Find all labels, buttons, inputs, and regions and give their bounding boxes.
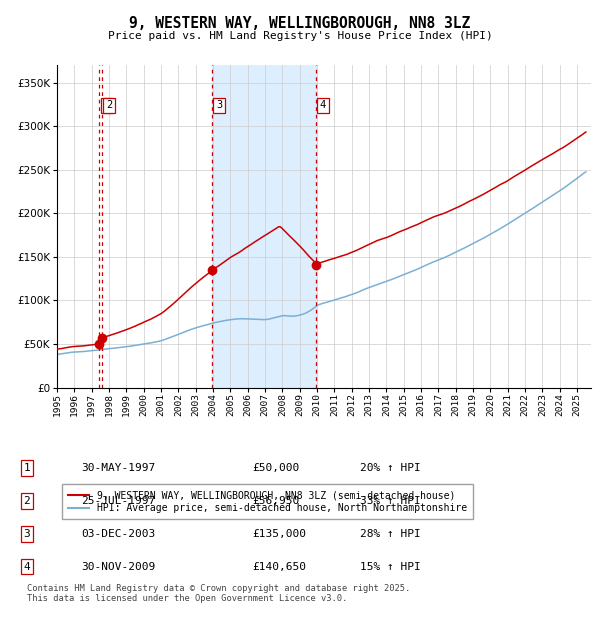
Text: Price paid vs. HM Land Registry's House Price Index (HPI): Price paid vs. HM Land Registry's House … — [107, 31, 493, 41]
Text: This data is licensed under the Open Government Licence v3.0.: This data is licensed under the Open Gov… — [27, 593, 347, 603]
Text: 2: 2 — [106, 100, 112, 110]
Text: 30-NOV-2009: 30-NOV-2009 — [81, 562, 155, 572]
Text: £135,000: £135,000 — [252, 529, 306, 539]
Text: 20% ↑ HPI: 20% ↑ HPI — [360, 463, 421, 473]
Text: 3: 3 — [23, 529, 31, 539]
Text: £140,650: £140,650 — [252, 562, 306, 572]
Text: 3: 3 — [216, 100, 222, 110]
Text: 33% ↑ HPI: 33% ↑ HPI — [360, 496, 421, 506]
Legend: 9, WESTERN WAY, WELLINGBOROUGH, NN8 3LZ (semi-detached house), HPI: Average pric: 9, WESTERN WAY, WELLINGBOROUGH, NN8 3LZ … — [62, 484, 473, 520]
Text: 30-MAY-1997: 30-MAY-1997 — [81, 463, 155, 473]
Text: 1: 1 — [103, 100, 109, 110]
Text: 1: 1 — [23, 463, 31, 473]
Text: 15% ↑ HPI: 15% ↑ HPI — [360, 562, 421, 572]
Text: 9, WESTERN WAY, WELLINGBOROUGH, NN8 3LZ: 9, WESTERN WAY, WELLINGBOROUGH, NN8 3LZ — [130, 16, 470, 30]
Text: £50,000: £50,000 — [252, 463, 299, 473]
Text: 2: 2 — [23, 496, 31, 506]
Bar — [212, 65, 316, 388]
Text: £56,950: £56,950 — [252, 496, 299, 506]
Text: 28% ↑ HPI: 28% ↑ HPI — [360, 529, 421, 539]
Text: 4: 4 — [23, 562, 31, 572]
Text: Contains HM Land Registry data © Crown copyright and database right 2025.: Contains HM Land Registry data © Crown c… — [27, 583, 410, 593]
Text: 4: 4 — [320, 100, 326, 110]
Text: 03-DEC-2003: 03-DEC-2003 — [81, 529, 155, 539]
Text: 25-JUL-1997: 25-JUL-1997 — [81, 496, 155, 506]
